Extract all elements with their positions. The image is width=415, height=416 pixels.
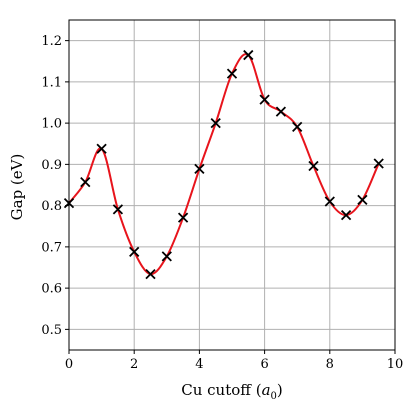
grid (68, 20, 396, 350)
x-tick-label: 2 (130, 357, 138, 372)
data-point-marker (259, 94, 270, 105)
ticks (65, 40, 396, 354)
x-axis-label-symbol: a (262, 381, 271, 399)
plot-frame (68, 19, 396, 351)
data-point-marker (324, 196, 335, 207)
data-point-marker (243, 49, 254, 61)
x-tick-label: 0 (65, 357, 73, 372)
data-point-marker (80, 176, 91, 188)
data-point-marker (194, 163, 205, 175)
data-point-marker (210, 117, 221, 129)
x-tick-label: 8 (326, 357, 334, 372)
x-tick-label: 10 (387, 357, 404, 372)
y-tick-label: 0.8 (41, 199, 62, 214)
x-tick-label: 4 (195, 357, 203, 372)
y-tick-label: 0.7 (41, 240, 62, 255)
x-axis-label-main: Cu cutoff ( (181, 381, 261, 399)
y-tick-label: 1.1 (41, 75, 62, 90)
x-axis-label-subscript: 0 (271, 391, 277, 402)
data-point-marker (357, 194, 368, 205)
y-tick-label: 0.5 (41, 323, 62, 338)
data-point-marker (129, 246, 140, 257)
y-tick-label: 0.9 (41, 158, 62, 173)
x-tick-labels: 0 2 4 6 8 10 (65, 357, 403, 372)
data-point-marker (145, 268, 156, 280)
data-point-marker (177, 212, 189, 223)
data-point-marker (292, 121, 303, 132)
data-point-marker (161, 251, 172, 262)
x-tick-label: 6 (260, 357, 268, 372)
data-point-marker (373, 158, 384, 169)
data-point-marker (226, 68, 238, 79)
data-point-marker (340, 209, 352, 221)
y-axis-label: Gap (eV) (8, 154, 26, 221)
y-tick-label: 0.6 (41, 282, 62, 297)
x-axis-label-close: ) (277, 381, 283, 399)
y-tick-labels: 0.5 0.6 0.7 0.8 0.9 1.0 1.1 1.2 (41, 34, 62, 338)
data-point-marker (96, 143, 107, 154)
series-markers (63, 49, 384, 280)
x-axis-label: Cu cutoff (a0) (181, 381, 283, 402)
data-point-marker (112, 204, 124, 215)
data-point-marker (308, 160, 319, 172)
y-tick-label: 1.0 (41, 117, 62, 132)
y-tick-label: 1.2 (41, 34, 62, 49)
data-point-marker (275, 106, 287, 117)
